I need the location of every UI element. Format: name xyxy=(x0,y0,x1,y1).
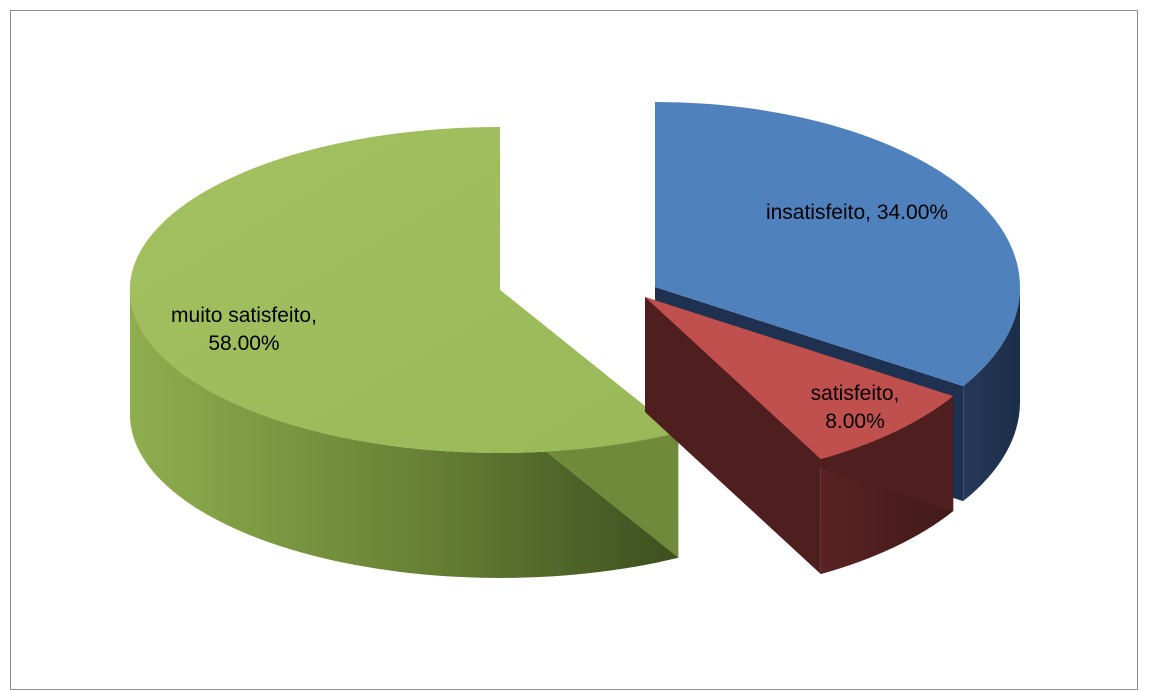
pie-top-satisfeito xyxy=(645,297,954,460)
pie-side-muito-satisfeito xyxy=(130,290,679,578)
data-label-line: muito satisfeito, xyxy=(171,304,317,327)
pie-wall-satisfeito-1 xyxy=(645,297,821,575)
data-label-satisfeito: satisfeito, 8.00% xyxy=(811,382,900,433)
pie-top-muito-satisfeito xyxy=(129,126,679,454)
data-label-muito-satisfeito: muito satisfeito, 58.00% xyxy=(171,304,317,355)
data-label-line: 8.00% xyxy=(825,410,885,433)
data-label-insatisfeito: insatisfeito, 34.00% xyxy=(766,201,948,224)
data-label-line: 58.00% xyxy=(208,332,279,355)
pie-slice-muito-satisfeito xyxy=(129,126,679,578)
pie-top-insatisfeito xyxy=(655,102,1020,387)
data-label-line: insatisfeito, 34.00% xyxy=(766,201,948,224)
data-label-line: satisfeito, xyxy=(811,382,900,405)
pie-side-insatisfeito xyxy=(963,287,1020,502)
pie-slice-satisfeito xyxy=(645,297,954,575)
